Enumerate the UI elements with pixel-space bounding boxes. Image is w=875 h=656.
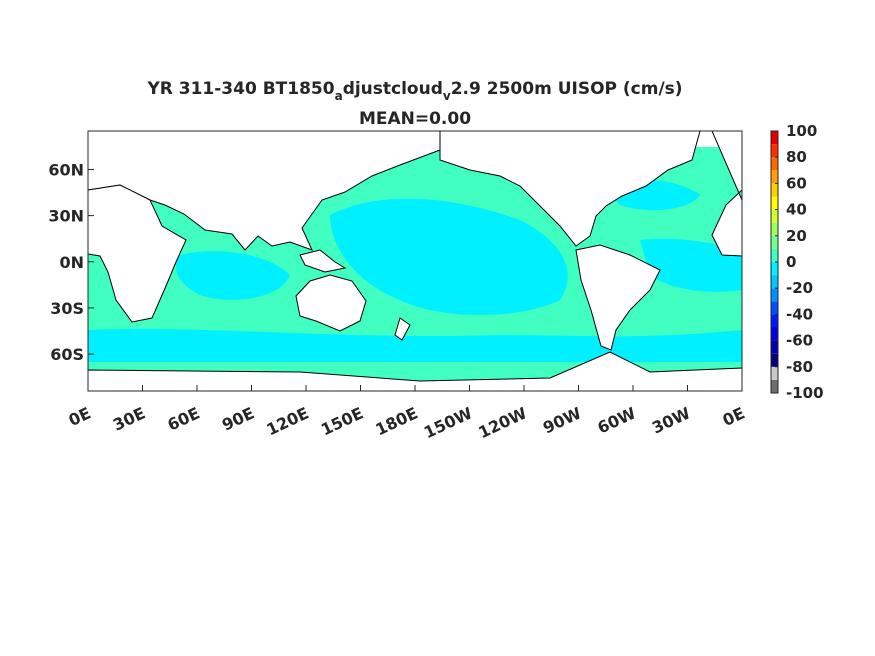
colorbar-bin [771, 170, 778, 184]
colorbar-tick-label: 80 [786, 148, 807, 166]
colorbar-bin [771, 301, 778, 315]
colorbar-bin [771, 235, 778, 249]
x-tick-label: 150W [421, 403, 476, 442]
x-tick-label: 30W [649, 403, 694, 437]
colorbar-bin [771, 275, 778, 289]
y-tick-label: 0N [59, 253, 84, 272]
colorbar-bin [771, 379, 778, 393]
map-subtitle: MEAN=0.00 [359, 109, 471, 129]
title-part: djustcloud [343, 79, 443, 99]
colorbar-bin [771, 183, 778, 197]
title-part: 2.9 2500m UISOP (cm/s) [451, 79, 683, 99]
x-tick-label: 60W [594, 403, 639, 437]
title-subscript: a [335, 89, 343, 103]
colorbar-bin [771, 157, 778, 171]
colorbar-tick-label: 40 [786, 201, 807, 219]
colorbar-bin [771, 262, 778, 276]
x-tick-label: 90W [540, 403, 585, 437]
colorbar-bin [771, 288, 778, 302]
colorbar-bin [771, 222, 778, 236]
x-tick-label: 150E [318, 403, 366, 439]
x-tick-label: 120W [475, 403, 530, 442]
x-tick-label: 60E [165, 403, 203, 434]
colorbar-bin [771, 196, 778, 210]
land [88, 131, 742, 391]
colorbar-tick-label: -100 [786, 384, 824, 402]
y-tick-label: 60S [50, 345, 84, 364]
colorbar-bin [771, 366, 778, 380]
y-tick-label: 30S [50, 299, 84, 318]
colorbar-bin [771, 144, 778, 158]
x-tick-label: 0E [66, 403, 94, 430]
colorbar-tick-label: -60 [786, 332, 813, 350]
y-tick-label: 30N [48, 207, 84, 226]
map-title: YR 311-340 BT1850adjustcloudv2.9 2500m U… [146, 79, 682, 103]
title-part: YR 311-340 BT1850 [146, 79, 334, 99]
colorbar-tick-label: 20 [786, 227, 807, 245]
colorbar-bin [771, 353, 778, 367]
colorbar-tick-label: 100 [786, 122, 817, 140]
colorbar-bin [771, 327, 778, 341]
colorbar-bin [771, 131, 778, 145]
colorbar-bin [771, 209, 778, 223]
colorbar-bin [771, 340, 778, 354]
colorbar-tick-label: 0 [786, 253, 796, 271]
x-tick-label: 30E [110, 403, 148, 434]
y-tick-label: 60N [48, 160, 84, 179]
colorbar-tick-label: -20 [786, 279, 813, 297]
map-field [88, 131, 742, 391]
colorbar-tick-label: -40 [786, 305, 813, 323]
x-tick-label: 0E [720, 403, 748, 430]
colorbar-bin [771, 248, 778, 262]
colorbar-bin [771, 314, 778, 328]
x-tick-label: 90E [219, 403, 257, 434]
x-tick-label: 180E [372, 403, 420, 439]
title-subscript: v [443, 89, 451, 103]
x-tick-label: 120E [263, 403, 311, 439]
colorbar-tick-label: -80 [786, 358, 813, 376]
colorbar-tick-label: 60 [786, 174, 807, 192]
